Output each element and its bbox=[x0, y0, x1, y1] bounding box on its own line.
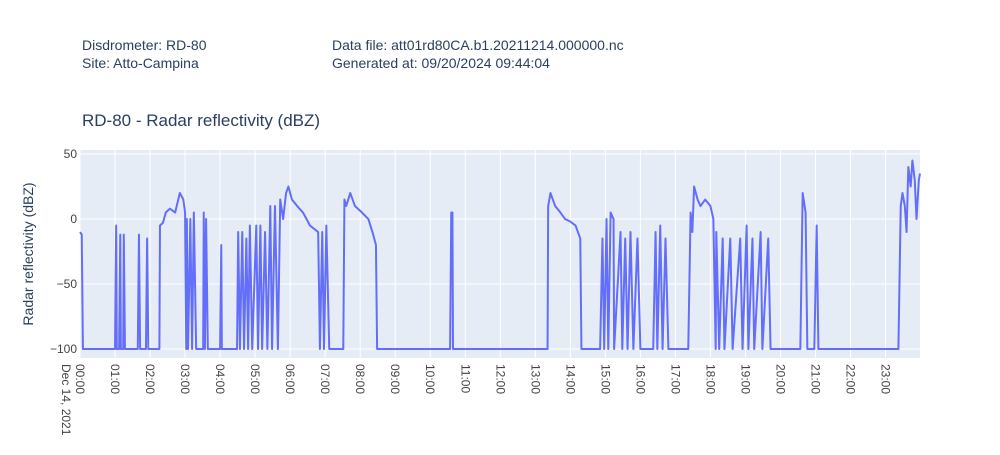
x-tick-label: 02:00 bbox=[143, 364, 157, 394]
x-tick-label: 18:00 bbox=[703, 364, 717, 394]
y-tick-label: −50 bbox=[57, 277, 78, 291]
x-tick-label: 06:00 bbox=[283, 364, 297, 394]
header-site: Site: Atto-Campina bbox=[82, 55, 199, 71]
x-tick-label: 16:00 bbox=[633, 364, 647, 394]
x-tick-label: 10:00 bbox=[423, 364, 437, 394]
x-tick-label: 21:00 bbox=[809, 364, 823, 394]
header-data-file: Data file: att01rd80CA.b1.20211214.00000… bbox=[332, 37, 624, 53]
header-generated: Generated at: 09/20/2024 09:44:04 bbox=[332, 55, 550, 71]
x-tick-label: 14:00 bbox=[563, 364, 577, 394]
x-tick-label: 01:00 bbox=[108, 364, 122, 394]
x-tick-label: 05:00 bbox=[248, 364, 262, 394]
header-instrument: Disdrometer: RD-80 bbox=[82, 37, 207, 53]
x-tick-label: 09:00 bbox=[388, 364, 402, 394]
x-date-label: Dec 14, 2021 bbox=[59, 364, 73, 436]
x-tick-label: 07:00 bbox=[318, 364, 332, 394]
x-tick-label: 13:00 bbox=[528, 364, 542, 394]
x-tick-label: 22:00 bbox=[844, 364, 858, 394]
x-tick-label: 03:00 bbox=[178, 364, 192, 394]
x-tick-label: 08:00 bbox=[353, 364, 367, 394]
x-tick-label: 23:00 bbox=[879, 364, 893, 394]
y-axis-label: Radar reflectivity (dBZ) bbox=[20, 182, 36, 325]
x-tick-label: 19:00 bbox=[738, 364, 752, 394]
y-tick-label: 50 bbox=[64, 147, 78, 161]
y-tick-label: −100 bbox=[50, 342, 77, 356]
x-tick-label: 11:00 bbox=[458, 364, 472, 393]
x-tick-label: 20:00 bbox=[773, 364, 787, 394]
x-tick-label: 00:00 bbox=[73, 364, 87, 394]
x-tick-label: 17:00 bbox=[668, 364, 682, 394]
x-tick-label: 12:00 bbox=[493, 364, 507, 394]
y-tick-label: 0 bbox=[70, 212, 77, 226]
x-tick-label: 15:00 bbox=[598, 364, 612, 394]
data-line bbox=[79, 159, 921, 351]
x-tick-label: 04:00 bbox=[213, 364, 227, 394]
chart-title: RD-80 - Radar reflectivity (dBZ) bbox=[82, 111, 320, 130]
